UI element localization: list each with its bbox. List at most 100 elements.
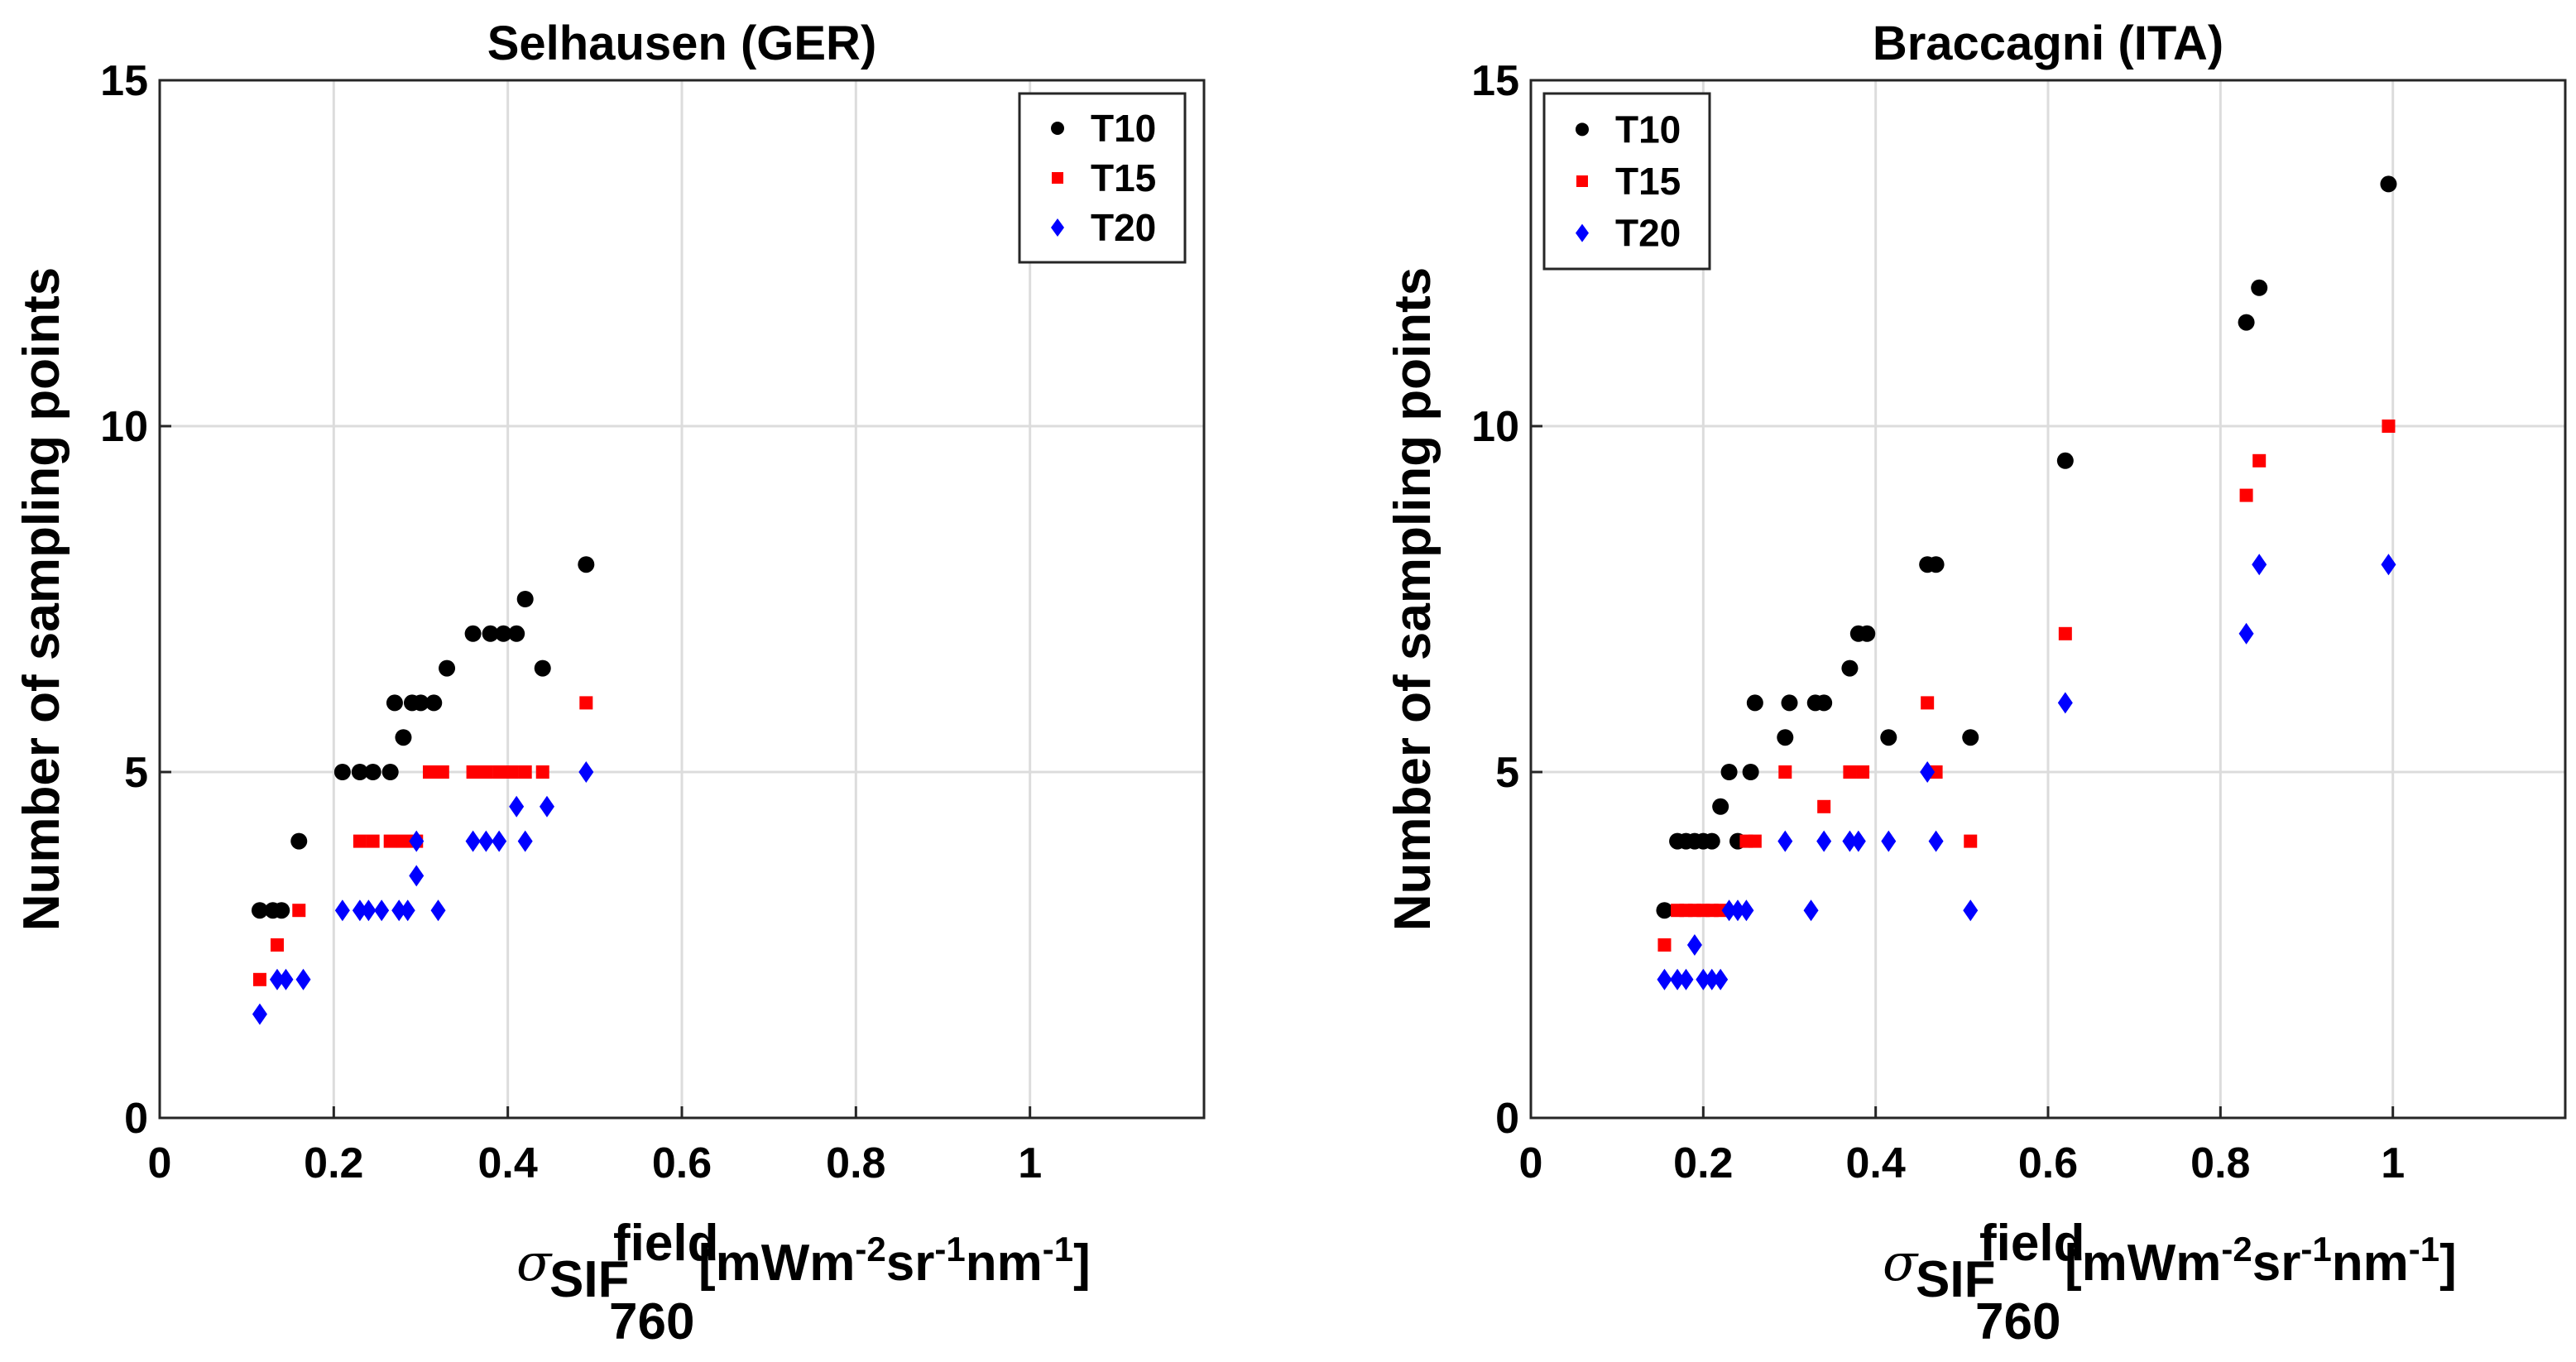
data-point-t20 xyxy=(409,830,425,852)
data-point-t10 xyxy=(534,659,551,677)
y-axis-label: Number of sampling points xyxy=(13,267,70,932)
data-point-t10 xyxy=(578,556,595,573)
y-tick-label: 5 xyxy=(124,749,148,797)
data-point-t20 xyxy=(1963,899,1979,922)
data-point-t20 xyxy=(295,968,311,990)
legend: T10 T15 T20 xyxy=(1542,92,1711,271)
legend-label-t15: T15 xyxy=(1091,156,1156,199)
data-point-t10 xyxy=(516,591,534,607)
x-label-subsub: 760 xyxy=(1975,1293,2060,1350)
x-axis-label: σ xyxy=(516,1232,553,1292)
data-point-t10 xyxy=(1777,729,1794,746)
data-point-t20 xyxy=(517,830,533,852)
data-point-t10 xyxy=(1880,729,1897,746)
data-point-t20 xyxy=(492,830,507,852)
x-label-units: [mWm-2sr-1nm-1] xyxy=(698,1230,1091,1292)
legend: T10 T15 T20 xyxy=(1018,92,1187,264)
legend-marker-t10 xyxy=(1576,122,1589,137)
data-point-t10 xyxy=(2380,175,2397,193)
y-tick-label: 10 xyxy=(100,403,148,451)
data-point-t20 xyxy=(1670,968,1686,990)
series-t15 xyxy=(1657,420,2396,952)
data-point-t15 xyxy=(2252,453,2267,468)
data-point-t10 xyxy=(273,902,290,919)
data-point-t15 xyxy=(1778,765,1792,779)
data-point-t20 xyxy=(2238,622,2254,645)
y-axis-label: Number of sampling points xyxy=(1384,267,1442,932)
x-tick-label: 0.8 xyxy=(2190,1139,2250,1187)
data-point-t10 xyxy=(251,902,268,919)
data-point-t10 xyxy=(333,764,351,780)
data-point-t15 xyxy=(492,765,506,779)
data-point-t15 xyxy=(423,765,437,779)
x-tick-label: 0.4 xyxy=(1846,1139,1906,1187)
x-tick-label: 0 xyxy=(1519,1139,1543,1187)
data-point-t10 xyxy=(381,764,399,780)
data-point-t10 xyxy=(290,832,308,850)
data-point-t20 xyxy=(465,830,481,852)
data-point-t15 xyxy=(1714,904,1728,918)
data-point-t20 xyxy=(1928,830,1944,852)
data-point-t10 xyxy=(1859,625,1876,642)
data-point-t10 xyxy=(1742,764,1759,780)
data-point-t10 xyxy=(425,694,443,712)
data-point-t15 xyxy=(479,765,493,779)
legend-label-t20: T20 xyxy=(1615,212,1681,255)
y-tick-label: 15 xyxy=(1471,57,1519,105)
data-point-t10 xyxy=(1703,832,1720,850)
data-point-t15 xyxy=(1657,938,1672,952)
data-point-t20 xyxy=(1850,830,1866,852)
legend-marker-t15 xyxy=(1052,172,1063,184)
data-point-t20 xyxy=(478,830,494,852)
data-point-t20 xyxy=(391,899,407,922)
data-point-t20 xyxy=(578,761,594,783)
x-tick-label: 1 xyxy=(1018,1139,1042,1187)
data-point-t10 xyxy=(386,694,403,712)
legend-box xyxy=(1542,92,1711,271)
data-point-t20 xyxy=(374,899,390,922)
data-point-t20 xyxy=(2252,554,2267,576)
x-tick-label: 1 xyxy=(2381,1139,2405,1187)
x-label-units: [mWm-2sr-1nm-1] xyxy=(2065,1230,2457,1292)
data-point-t15 xyxy=(1843,765,1857,779)
series-t10 xyxy=(251,556,595,919)
data-point-t10 xyxy=(508,625,525,642)
data-point-t10 xyxy=(1720,764,1738,780)
data-point-t15 xyxy=(366,834,380,848)
legend-marker-t20 xyxy=(1051,218,1064,237)
data-point-t20 xyxy=(2057,692,2073,714)
x-label-sup: field xyxy=(1979,1215,2084,1272)
data-point-t20 xyxy=(1657,968,1672,990)
data-point-t20 xyxy=(1777,830,1793,852)
x-label-sup: field xyxy=(613,1215,718,1272)
data-point-t15 xyxy=(518,765,532,779)
data-point-t15 xyxy=(2058,626,2072,640)
data-point-t20 xyxy=(1739,899,1754,922)
data-point-t15 xyxy=(1964,834,1978,848)
data-point-t20 xyxy=(2381,554,2396,576)
y-tick-label: 0 xyxy=(124,1095,148,1143)
legend-marker-t20 xyxy=(1576,223,1589,242)
data-point-t10 xyxy=(2238,314,2255,331)
data-point-t20 xyxy=(352,899,367,922)
data-point-t15 xyxy=(435,765,449,779)
data-point-t20 xyxy=(1881,830,1897,852)
legend-label-t15: T15 xyxy=(1615,160,1681,203)
data-point-t20 xyxy=(509,795,525,818)
data-point-t10 xyxy=(412,694,429,712)
data-point-t15 xyxy=(1817,799,1831,813)
data-point-t15 xyxy=(292,904,306,918)
data-point-t20 xyxy=(1920,761,1936,783)
x-label-subsub: 760 xyxy=(609,1293,694,1350)
data-point-t15 xyxy=(383,834,397,848)
data-point-t20 xyxy=(539,795,554,818)
x-tick-label: 0.4 xyxy=(478,1139,538,1187)
data-point-t20 xyxy=(278,968,294,990)
x-label-sub: SIF xyxy=(1916,1251,1995,1308)
data-point-t20 xyxy=(430,899,446,922)
y-tick-label: 0 xyxy=(1495,1095,1519,1143)
